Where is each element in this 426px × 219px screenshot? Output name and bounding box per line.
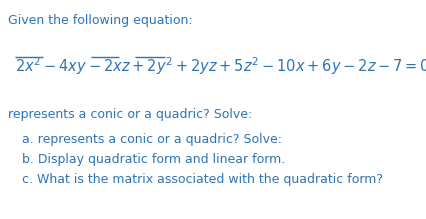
Text: c. What is the matrix associated with the quadratic form?: c. What is the matrix associated with th…: [22, 173, 382, 186]
Text: a. represents a conic or a quadric? Solve:: a. represents a conic or a quadric? Solv…: [22, 133, 281, 146]
Text: $2x^2 - 4xy - 2xz + 2y^2 + 2yz + 5z^2 - 10x + 6y - 2z - 7 = 0,$: $2x^2 - 4xy - 2xz + 2y^2 + 2yz + 5z^2 - …: [15, 55, 426, 77]
Text: b. Display quadratic form and linear form.: b. Display quadratic form and linear for…: [22, 153, 285, 166]
Text: Given the following equation:: Given the following equation:: [8, 14, 192, 27]
Text: represents a conic or a quadric? Solve:: represents a conic or a quadric? Solve:: [8, 108, 252, 121]
